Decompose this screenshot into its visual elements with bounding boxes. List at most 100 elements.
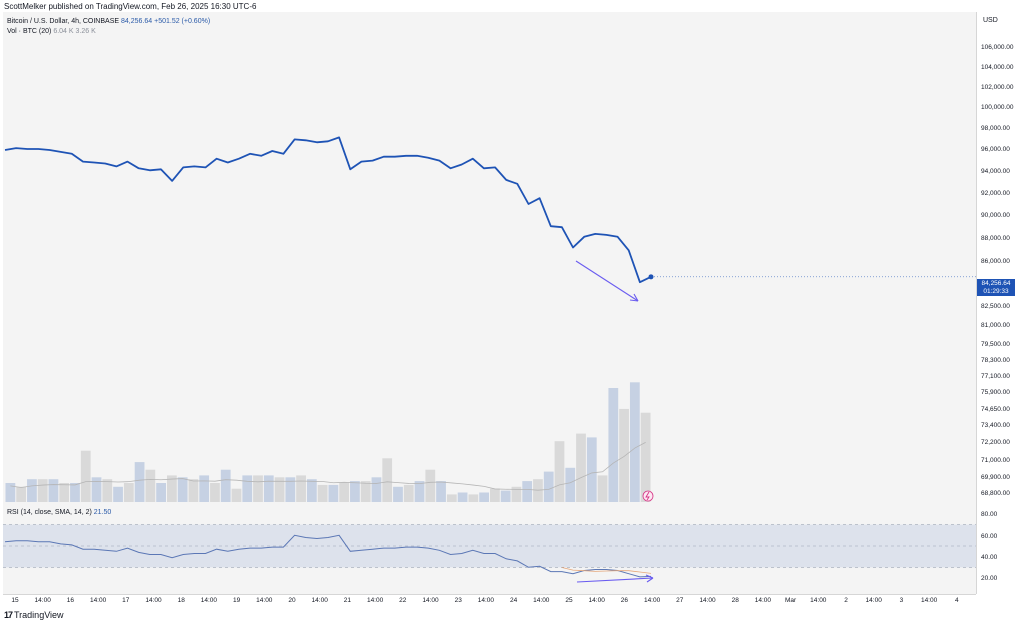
price-tick-label: 72,200.00 (981, 439, 1010, 446)
volume-bar (177, 477, 188, 502)
volume-bar (113, 486, 123, 502)
volume-value-2: 3.26 K (75, 28, 96, 35)
rsi-tick-label: 20.00 (981, 575, 998, 582)
volume-bar (48, 479, 59, 502)
divergence-arrow-rsi (576, 577, 654, 583)
volume-bar (586, 437, 597, 502)
volume-ma-line (10, 442, 646, 491)
time-tick-label: 14:00 (201, 597, 218, 604)
last-price: 84,256.64 (981, 280, 1011, 287)
last-price-tag: 84,256.64 01:29:33 (977, 279, 1015, 296)
volume-bar (479, 492, 489, 502)
volume-bar (134, 462, 145, 502)
volume-bar (37, 479, 48, 502)
time-tick-label: 14:00 (699, 597, 716, 604)
volume-bar (543, 471, 554, 502)
price-tick-label: 79,500.00 (981, 341, 1010, 348)
rsi-tick-label: 80.00 (981, 511, 998, 518)
time-tick-label: 2 (844, 597, 848, 604)
volume-bar (328, 484, 339, 502)
time-tick-label: Mar (785, 597, 797, 604)
price-axis[interactable] (976, 12, 1024, 594)
time-tick-label: 14:00 (90, 597, 107, 604)
volume-bar (80, 450, 91, 502)
time-tick-label: 24 (510, 597, 518, 604)
volume-bar (306, 479, 317, 502)
price-tick-label: 78,300.00 (981, 357, 1010, 364)
volume-bar (27, 479, 37, 502)
rsi-tick-label: 60.00 (981, 533, 998, 540)
volume-bar (167, 475, 177, 502)
volume-bar (231, 488, 242, 502)
volume-value-1: 6.04 K (53, 28, 74, 35)
price-change: +501.52 (+0.60%) (154, 18, 211, 25)
volume-bar (59, 483, 70, 502)
volume-bar (565, 467, 576, 502)
rsi-legend: RSI (14, close, SMA, 14, 2) 21.50 (7, 509, 111, 516)
volume-bar (425, 469, 436, 502)
time-tick-label: 14:00 (866, 597, 883, 604)
brand-name[interactable]: TradingView (14, 610, 64, 620)
price-tick-label: 86,000.00 (981, 258, 1010, 265)
time-axis-ticks: 15 14:00 16 14:00 17 14:00 18 14:00 19 14:00 20 14:… (11, 597, 959, 604)
time-tick-label: 21 (344, 597, 352, 604)
volume-bar (403, 484, 414, 502)
time-tick-label: 19 (233, 597, 241, 604)
price-tick-label: 92,000.00 (981, 190, 1010, 197)
event-marker-icon (642, 490, 654, 502)
time-tick-label: 22 (399, 597, 407, 604)
volume-label: Vol · BTC (20) (7, 28, 52, 35)
price-tick-label: 82,500.00 (981, 303, 1010, 310)
currency-label[interactable]: USD (983, 17, 998, 24)
price-tick-label: 94,000.00 (981, 168, 1010, 175)
time-tick-label: 25 (565, 597, 573, 604)
volume-bar (210, 483, 220, 502)
price-tick-label: 90,000.00 (981, 212, 1010, 219)
bar-countdown: 01:29:33 (983, 288, 1009, 295)
volume-bar (70, 483, 80, 502)
volume-bar (382, 458, 393, 502)
arrow-head-icon (629, 293, 639, 302)
price-tick-label: 77,100.00 (981, 373, 1010, 380)
volume-bar (199, 475, 210, 502)
symbol-label: Bitcoin / U.S. Dollar, 4h, COINBASE (7, 18, 120, 25)
volume-bar (91, 477, 102, 502)
rsi-ma-line (561, 567, 652, 574)
price-tick-label: 75,900.00 (981, 389, 1010, 396)
volume-bar (554, 441, 565, 502)
time-tick-label: 14:00 (533, 597, 550, 604)
time-tick-label: 27 (676, 597, 684, 604)
volume-bar (5, 483, 16, 502)
price-tick-label: 104,000.00 (981, 64, 1014, 71)
price-tick-label: 71,000.00 (981, 457, 1010, 464)
time-tick-label: 28 (732, 597, 740, 604)
volume-bar (457, 492, 468, 502)
volume-bar (511, 486, 522, 502)
time-tick-label: 14:00 (256, 597, 273, 604)
volume-bar (371, 477, 382, 502)
price-tick-label: 98,000.00 (981, 125, 1010, 132)
price-tick-label: 69,900.00 (981, 474, 1010, 481)
rsi-label: RSI (14, close, SMA, 14, 2) (7, 509, 92, 516)
volume-bar (350, 481, 360, 502)
time-axis[interactable] (3, 594, 976, 609)
price-tick-label: 88,000.00 (981, 235, 1010, 242)
time-tick-label: 20 (288, 597, 296, 604)
volume-bar (253, 475, 263, 502)
price-tick-label: 100,000.00 (981, 104, 1014, 111)
time-tick-label: 14:00 (644, 597, 661, 604)
price-tick-label: 81,000.00 (981, 322, 1010, 329)
price-series (4, 136, 976, 284)
volume-bar (274, 477, 285, 502)
volume-bar (242, 475, 253, 502)
price-line (4, 136, 652, 284)
annotations (575, 260, 654, 583)
volume-bar (629, 382, 640, 502)
rsi-tick-label: 40.00 (981, 554, 998, 561)
time-tick-label: 23 (455, 597, 463, 604)
time-tick-label: 14:00 (422, 597, 439, 604)
rsi-band (3, 524, 976, 568)
time-tick-label: 17 (122, 597, 130, 604)
volume-bar (102, 479, 113, 502)
time-tick-label: 14:00 (755, 597, 772, 604)
